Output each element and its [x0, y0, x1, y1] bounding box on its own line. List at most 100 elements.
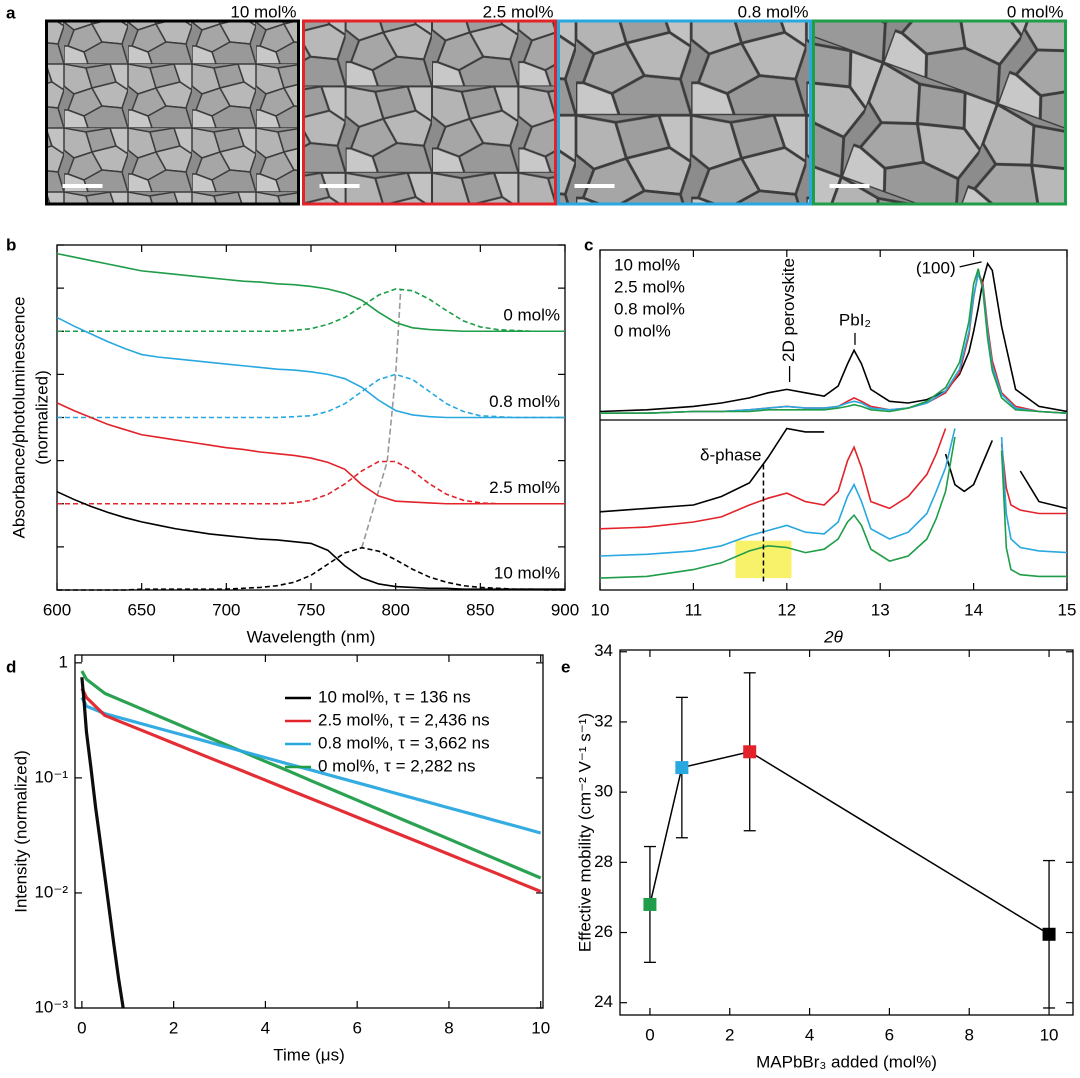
- x-tick-label: 11: [685, 600, 703, 619]
- x-axis-label: Time (μs): [273, 1045, 345, 1064]
- x-tick-label: 10: [591, 600, 610, 619]
- xrd-line: [600, 268, 1067, 414]
- x-tick-label: 0: [645, 1025, 654, 1044]
- xrd-zoom-line: [600, 436, 1067, 579]
- y-axis-label: (normalized): [32, 370, 51, 464]
- plot-frame: [619, 649, 1074, 1016]
- x-tick-label: 15: [1058, 600, 1077, 619]
- image-label: 0.8 mol%: [738, 2, 809, 21]
- x-tick-label: 4: [805, 1025, 814, 1044]
- x-axis-label: 2θ: [823, 627, 843, 646]
- x-tick-label: 6: [885, 1025, 894, 1044]
- decay-line: [80, 687, 542, 893]
- x-tick-label: 6: [352, 1018, 361, 1037]
- x-axis-label: MAPbBr₃ added (mol%): [756, 1052, 937, 1071]
- legend-label: 0.8 mol%, τ = 3,662 ns: [318, 733, 490, 752]
- x-axis-label: Wavelength (nm): [247, 627, 376, 646]
- y-axis-label: Effective mobility (cm⁻² V⁻¹ s⁻¹): [575, 713, 594, 952]
- annotation-leader: [959, 261, 982, 268]
- point: [643, 897, 657, 911]
- xrd-zoom-line: [600, 428, 1067, 530]
- x-tick-label: 2: [725, 1025, 734, 1044]
- y-tick-label: 30: [594, 782, 613, 801]
- absorbance-line: [56, 252, 565, 333]
- panel-label: e: [561, 657, 570, 676]
- pl-line: [57, 288, 565, 333]
- absorbance-line: [56, 402, 565, 505]
- x-tick-label: 14: [964, 600, 983, 619]
- x-tick-label: 4: [261, 1018, 270, 1037]
- y-tick-label: 32: [594, 711, 613, 730]
- y-tick-label: 1: [59, 652, 68, 671]
- absorbance-line: [56, 490, 565, 590]
- series-label: 10 mol%: [494, 564, 560, 583]
- micrograph: [812, 19, 1067, 206]
- series-label: 2.5 mol%: [489, 478, 560, 497]
- y-tick-label: 28: [594, 852, 613, 871]
- legend-label: 0.8 mol%: [614, 299, 685, 318]
- series-label: 0.8 mol%: [489, 392, 560, 411]
- x-tick-label: 8: [964, 1025, 973, 1044]
- point: [1042, 927, 1056, 941]
- legend-label: 2.5 mol%, τ = 2,436 ns: [318, 710, 490, 729]
- y-tick-label: 26: [594, 922, 613, 941]
- annotation: δ-phase: [700, 446, 761, 465]
- point: [675, 761, 689, 775]
- x-tick-label: 13: [871, 600, 890, 619]
- xrd-line: [600, 270, 1067, 414]
- x-tick-label: 10: [531, 1018, 550, 1037]
- annotation: 2D perovskite: [779, 258, 798, 362]
- legend-label: 10 mol%, τ = 136 ns: [318, 687, 471, 706]
- panel-label: b: [6, 235, 16, 254]
- panel-label: c: [584, 235, 593, 254]
- decay-line: [80, 677, 125, 1009]
- pl-line: [57, 460, 565, 505]
- plot-frame: [74, 654, 544, 1009]
- connector-line: [649, 750, 1050, 935]
- legend-label: 10 mol%: [614, 255, 680, 274]
- x-tick-label: 800: [381, 600, 409, 619]
- y-tick-label: 10⁻²: [34, 882, 68, 901]
- pl-line: [57, 546, 565, 591]
- x-tick-label: 700: [212, 600, 240, 619]
- x-tick-label: 900: [551, 600, 579, 619]
- point: [743, 745, 757, 759]
- image-label: 2.5 mol%: [483, 2, 554, 21]
- decay-line: [80, 670, 542, 880]
- annotation: PbI₂: [839, 310, 871, 329]
- legend-label: 0 mol%: [614, 321, 671, 340]
- series-label: 0 mol%: [503, 306, 560, 325]
- micrograph: [302, 19, 557, 206]
- x-tick-label: 12: [777, 600, 796, 619]
- legend-label: 0 mol%, τ = 2,282 ns: [318, 756, 475, 775]
- legend-label: 2.5 mol%: [614, 277, 685, 296]
- y-tick-label: 10⁻¹: [34, 767, 68, 786]
- annotation: (100): [916, 258, 956, 277]
- xrd-zoom-line: [600, 428, 1067, 557]
- peak-trace: [361, 288, 402, 548]
- micrograph: [45, 19, 300, 206]
- absorbance-line: [56, 316, 565, 419]
- x-tick-label: 0: [77, 1018, 86, 1037]
- x-tick-label: 8: [444, 1018, 453, 1037]
- x-tick-label: 750: [297, 600, 325, 619]
- image-label: 10 mol%: [230, 2, 296, 21]
- y-tick-label: 10⁻³: [34, 997, 68, 1016]
- x-tick-label: 2: [169, 1018, 178, 1037]
- panel-label: a: [6, 3, 16, 22]
- x-tick-label: 10: [1040, 1025, 1059, 1044]
- image-label: 0 mol%: [1007, 2, 1064, 21]
- xrd-zoom-line: [600, 427, 1067, 513]
- micrograph: [557, 19, 812, 206]
- y-tick-label: 34: [594, 641, 613, 660]
- y-axis-label: Absorbance/photoluminescence: [9, 297, 28, 539]
- pl-line: [57, 373, 565, 419]
- y-tick-label: 24: [594, 992, 613, 1011]
- x-tick-label: 600: [43, 600, 71, 619]
- xrd-line: [600, 261, 1067, 413]
- x-tick-label: 850: [466, 600, 494, 619]
- x-tick-label: 650: [127, 600, 155, 619]
- panel-label: d: [6, 657, 16, 676]
